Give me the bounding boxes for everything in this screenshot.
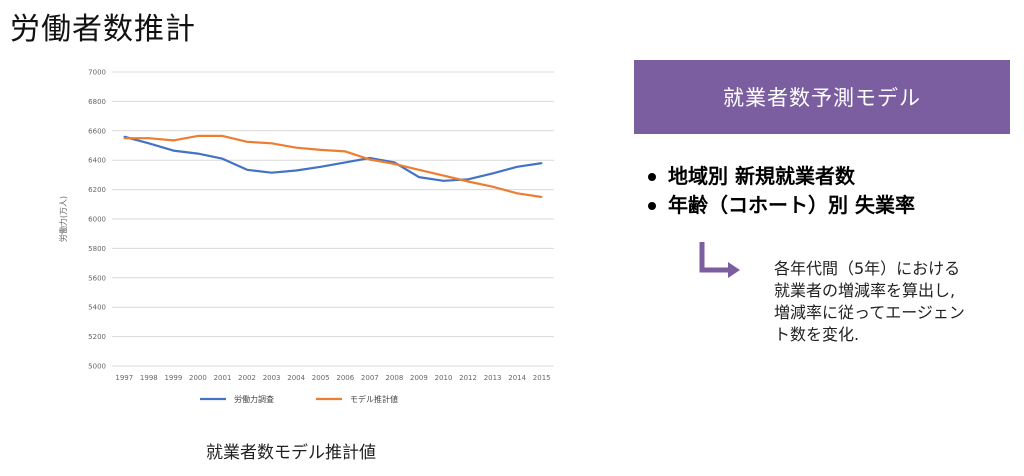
data-point xyxy=(344,150,347,153)
x-tick-label: 1998 xyxy=(140,374,158,382)
data-point xyxy=(319,149,322,151)
arrow-turn-right-icon xyxy=(699,242,740,278)
x-tick-label: 1999 xyxy=(164,374,182,382)
data-point xyxy=(467,180,469,183)
chart-canvas: 5000 5200 5400 5600 5800 6000 6200 6400 6600 6800… xyxy=(40,58,580,418)
data-point xyxy=(270,142,273,145)
data-point xyxy=(369,158,371,161)
data-point xyxy=(123,135,126,138)
x-tick-label: 2004 xyxy=(287,374,305,382)
y-tick-label: 5800 xyxy=(88,245,106,253)
y-tick-label: 6400 xyxy=(88,157,106,165)
data-point xyxy=(246,168,248,171)
series-line-1 xyxy=(124,135,542,182)
data-point xyxy=(467,178,469,181)
x-tick-label: 2014 xyxy=(508,374,526,382)
x-tick-label: 1997 xyxy=(115,374,133,382)
legend-label: モデル推計値 xyxy=(350,394,398,404)
y-tick-label: 6600 xyxy=(88,127,106,135)
x-tick-label: 2007 xyxy=(361,374,379,382)
y-tick-label: 6000 xyxy=(88,216,106,224)
data-point xyxy=(516,166,518,168)
data-point xyxy=(442,179,445,182)
bullet-item-regional-new-workers: 地域別 新規就業者数 xyxy=(648,162,915,191)
model-title-label: 就業者数予測モデル xyxy=(723,86,921,110)
y-tick-label: 5200 xyxy=(88,333,106,341)
page-title: 労働者数推計 xyxy=(10,12,196,47)
bullet-item-cohort-unemployment: 年齢（コホート）別 失業率 xyxy=(648,191,915,220)
model-title-box: 就業者数予測モデル xyxy=(634,60,1010,134)
data-point xyxy=(418,176,420,178)
data-point xyxy=(319,166,322,168)
y-tick-label: 6200 xyxy=(88,186,106,194)
x-tick-label: 2008 xyxy=(385,374,403,382)
y-axis-label: 労働力(万人) xyxy=(58,196,68,242)
data-point xyxy=(197,152,199,155)
data-point xyxy=(418,168,420,171)
x-tick-label: 2000 xyxy=(189,374,207,382)
y-tick-label: 5600 xyxy=(88,274,106,282)
legend-label: 労働力調査 xyxy=(234,394,274,404)
data-point xyxy=(295,146,297,149)
data-point xyxy=(270,171,273,174)
y-tick-label: 5400 xyxy=(88,304,106,312)
bullet-text: 地域別 新規就業者数 xyxy=(668,164,855,188)
x-tick-label: 2010 xyxy=(435,374,453,382)
data-point xyxy=(197,135,199,137)
data-point xyxy=(442,174,445,177)
data-point xyxy=(516,192,518,195)
data-point xyxy=(344,161,347,164)
x-tick-label: 2003 xyxy=(263,374,281,382)
y-tick-label: 6800 xyxy=(88,98,106,106)
data-point xyxy=(172,139,175,142)
data-point xyxy=(295,169,297,172)
data-point xyxy=(221,135,224,137)
data-point xyxy=(540,162,543,164)
x-tick-label: 2013 xyxy=(484,374,502,382)
data-point xyxy=(221,157,224,160)
labor-force-chart: 5000 5200 5400 5600 5800 6000 6200 6400 6600 6800… xyxy=(40,58,580,418)
data-point xyxy=(491,185,494,188)
bullet-text: 年齢（コホート）別 失業率 xyxy=(668,193,915,217)
x-tick-label: 2015 xyxy=(533,374,551,382)
y-tick-label: 5000 xyxy=(88,363,106,371)
y-tick-label: 7000 xyxy=(88,69,106,77)
data-point xyxy=(246,141,248,143)
chart-svg: 5000 5200 5400 5600 5800 6000 6200 6400 6600 6800… xyxy=(58,69,554,404)
data-point xyxy=(540,196,543,198)
method-note: 各年代間（5年）における 就業者の増減率を算出し, 増減率に従ってエージェン ト… xyxy=(774,259,965,344)
x-tick-label: 2006 xyxy=(336,374,354,382)
data-point xyxy=(393,163,396,165)
x-tick-label: 2002 xyxy=(238,374,256,382)
model-input-list: 地域別 新規就業者数 年齢（コホート）別 失業率 xyxy=(648,162,915,220)
x-tick-label: 2012 xyxy=(459,374,477,382)
series-line-2 xyxy=(124,134,542,199)
x-tick-label: 2009 xyxy=(410,374,428,382)
x-tick-label: 2001 xyxy=(214,374,232,382)
data-point xyxy=(491,172,494,175)
bullet-dot-icon xyxy=(648,172,656,181)
data-point xyxy=(148,137,150,139)
chart-caption: 就業者数モデル推計値 xyxy=(206,443,376,463)
x-tick-label: 2005 xyxy=(312,374,330,382)
data-point xyxy=(148,142,150,145)
data-point xyxy=(172,149,175,152)
bullet-dot-icon xyxy=(648,201,656,210)
data-point xyxy=(123,137,126,139)
